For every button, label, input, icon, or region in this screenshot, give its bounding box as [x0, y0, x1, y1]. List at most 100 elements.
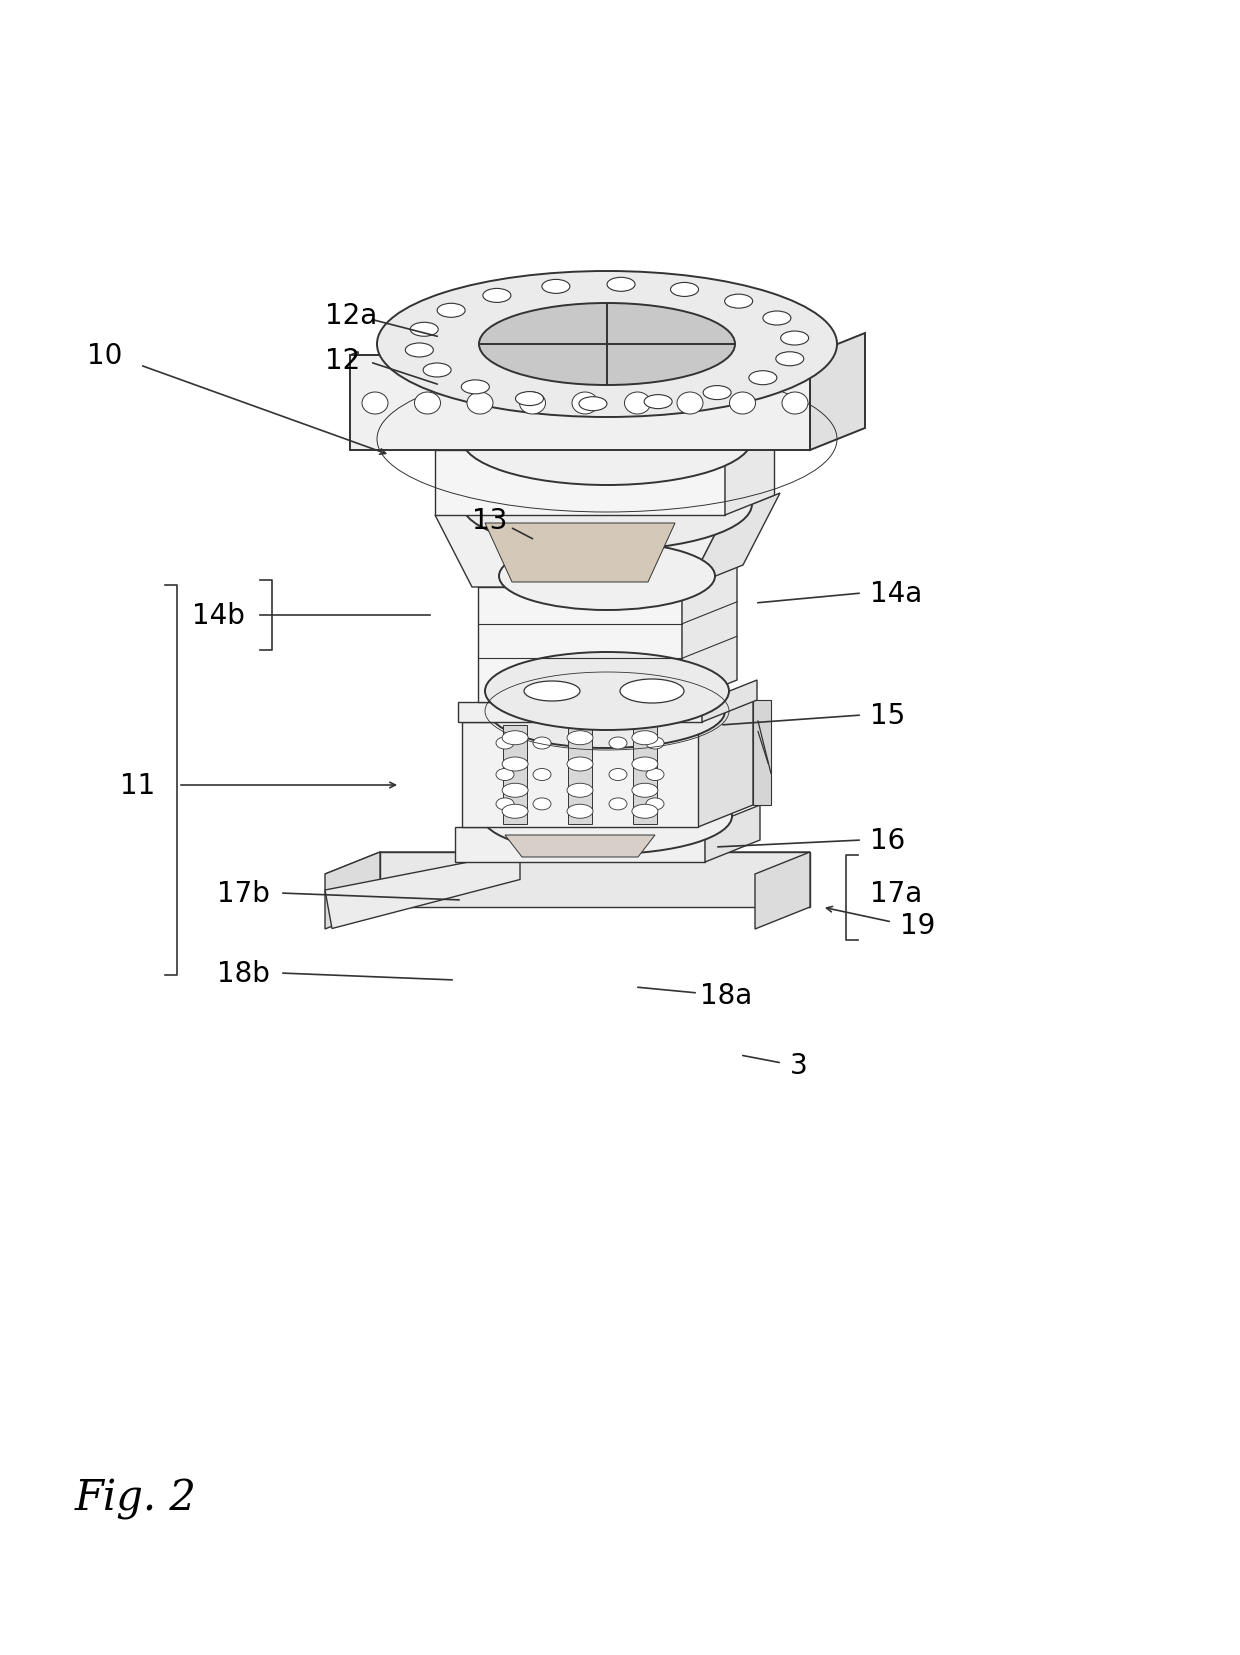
Text: Fig. 2: Fig. 2: [74, 1476, 196, 1519]
Polygon shape: [350, 353, 358, 450]
Ellipse shape: [498, 543, 715, 611]
Ellipse shape: [572, 392, 598, 415]
Ellipse shape: [489, 675, 725, 748]
Ellipse shape: [567, 784, 593, 798]
Polygon shape: [477, 588, 682, 703]
Ellipse shape: [776, 353, 804, 366]
Ellipse shape: [438, 305, 465, 318]
Ellipse shape: [496, 798, 515, 811]
Polygon shape: [350, 356, 810, 450]
Ellipse shape: [632, 732, 658, 745]
Ellipse shape: [405, 344, 433, 357]
Polygon shape: [688, 493, 780, 588]
Polygon shape: [463, 723, 698, 828]
Ellipse shape: [632, 758, 658, 771]
Text: 11: 11: [120, 771, 155, 799]
Polygon shape: [455, 828, 706, 862]
Text: 15: 15: [870, 702, 905, 730]
Polygon shape: [505, 836, 655, 857]
Ellipse shape: [646, 770, 663, 781]
Text: 3: 3: [790, 1051, 807, 1079]
Polygon shape: [632, 725, 657, 824]
Polygon shape: [810, 334, 866, 450]
Ellipse shape: [609, 798, 627, 811]
Ellipse shape: [502, 732, 528, 745]
Ellipse shape: [608, 278, 635, 293]
Ellipse shape: [677, 392, 703, 415]
Ellipse shape: [533, 770, 551, 781]
Text: 13: 13: [472, 506, 507, 535]
Ellipse shape: [542, 280, 570, 295]
Polygon shape: [702, 680, 756, 723]
Polygon shape: [485, 523, 675, 583]
Ellipse shape: [362, 392, 388, 415]
Ellipse shape: [567, 804, 593, 819]
Ellipse shape: [496, 738, 515, 750]
Polygon shape: [698, 700, 753, 828]
Ellipse shape: [729, 392, 755, 415]
Text: 18a: 18a: [701, 981, 753, 1010]
Ellipse shape: [646, 798, 663, 811]
Ellipse shape: [423, 364, 451, 377]
Polygon shape: [435, 516, 725, 588]
Ellipse shape: [496, 770, 515, 781]
Ellipse shape: [463, 394, 751, 485]
Ellipse shape: [781, 331, 808, 346]
Polygon shape: [325, 852, 810, 874]
Ellipse shape: [520, 392, 546, 415]
Text: 14a: 14a: [870, 579, 923, 607]
Ellipse shape: [609, 738, 627, 750]
Ellipse shape: [467, 392, 494, 415]
Text: 17b: 17b: [217, 879, 270, 907]
Ellipse shape: [410, 323, 438, 338]
Polygon shape: [325, 852, 520, 928]
Ellipse shape: [620, 680, 684, 703]
Polygon shape: [325, 852, 379, 930]
Polygon shape: [458, 703, 702, 723]
Polygon shape: [753, 700, 771, 806]
Ellipse shape: [632, 784, 658, 798]
Ellipse shape: [579, 397, 606, 412]
Text: 16: 16: [870, 826, 905, 854]
Ellipse shape: [625, 392, 651, 415]
Ellipse shape: [377, 271, 837, 417]
Text: 19: 19: [900, 912, 935, 940]
Ellipse shape: [461, 381, 490, 394]
Text: 17a: 17a: [870, 879, 923, 907]
Ellipse shape: [463, 458, 751, 551]
Ellipse shape: [567, 732, 593, 745]
Polygon shape: [725, 430, 775, 516]
Ellipse shape: [533, 798, 551, 811]
Ellipse shape: [485, 652, 729, 730]
Polygon shape: [568, 725, 591, 824]
Polygon shape: [682, 566, 737, 703]
Ellipse shape: [479, 305, 735, 386]
Ellipse shape: [782, 392, 808, 415]
Ellipse shape: [505, 544, 709, 609]
Polygon shape: [503, 725, 527, 824]
Polygon shape: [435, 450, 725, 516]
Ellipse shape: [525, 682, 580, 702]
Polygon shape: [706, 806, 760, 862]
Ellipse shape: [646, 738, 663, 750]
Polygon shape: [379, 852, 810, 907]
Ellipse shape: [609, 770, 627, 781]
Ellipse shape: [502, 758, 528, 771]
Text: 14b: 14b: [192, 602, 246, 629]
Ellipse shape: [502, 804, 528, 819]
Ellipse shape: [414, 392, 440, 415]
Text: 12: 12: [325, 348, 361, 374]
Ellipse shape: [516, 392, 543, 407]
Ellipse shape: [724, 295, 753, 309]
Ellipse shape: [502, 784, 528, 798]
Polygon shape: [755, 852, 810, 930]
Ellipse shape: [749, 371, 776, 386]
Ellipse shape: [763, 311, 791, 326]
Ellipse shape: [567, 758, 593, 771]
Ellipse shape: [482, 290, 511, 303]
Ellipse shape: [482, 778, 732, 854]
Text: 12a: 12a: [325, 301, 377, 329]
Ellipse shape: [671, 283, 698, 298]
Text: 18b: 18b: [217, 960, 270, 988]
Ellipse shape: [632, 804, 658, 819]
